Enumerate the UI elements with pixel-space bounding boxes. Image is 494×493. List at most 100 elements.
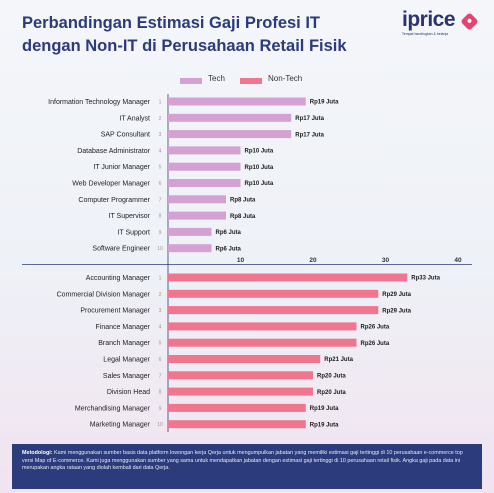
data-label: Rp29 Juta — [382, 292, 411, 298]
bar — [168, 289, 379, 298]
bar — [168, 179, 241, 187]
category-label: Merchandising Manager — [75, 405, 151, 412]
data-label: Rp19 Juta — [310, 100, 339, 106]
category-label: IT Analyst — [119, 115, 150, 122]
bar — [168, 273, 408, 282]
bar — [168, 211, 226, 220]
rank-label: 2 — [159, 116, 162, 122]
rank-label: 1 — [159, 100, 162, 106]
bar — [168, 338, 357, 347]
rank-label: 5 — [159, 341, 162, 347]
x-tick-label: 40 — [454, 257, 462, 264]
bar — [168, 113, 292, 122]
methodology-label: Metodologi: — [22, 450, 53, 456]
category-label: Branch Manager — [98, 340, 150, 347]
data-label: Rp21 Juta — [324, 357, 353, 363]
rank-label: 4 — [159, 324, 162, 330]
rank-label: 7 — [159, 373, 162, 379]
data-label: Rp19 Juta — [310, 422, 339, 428]
chart-title-line-1: Perbandingan Estimasi Gaji Profesi IT — [22, 14, 320, 32]
category-label: Database Administrator — [77, 148, 150, 155]
data-label: Rp29 Juta — [382, 308, 411, 314]
rank-label: 6 — [159, 357, 162, 363]
rank-label: 7 — [159, 197, 162, 203]
category-label: Software Engineer — [92, 246, 150, 253]
data-label: Rp6 Juta — [216, 230, 242, 236]
data-label: Rp20 Juta — [317, 374, 346, 380]
category-label: IT Support — [117, 229, 150, 236]
x-tick-label: 20 — [309, 257, 317, 264]
data-label: Rp6 Juta — [216, 246, 242, 252]
data-label: Rp8 Juta — [230, 198, 256, 204]
x-tick-label: 10 — [237, 257, 245, 264]
category-label: IT Supervisor — [109, 213, 151, 220]
rank-label: 10 — [157, 422, 163, 428]
rank-label: 10 — [157, 246, 163, 252]
data-label: Rp33 Juta — [411, 276, 440, 282]
category-label: Web Developer Manager — [72, 181, 150, 188]
bar — [168, 146, 241, 155]
chart-title-line-2: dengan Non-IT di Perusahaan Retail Fisik — [22, 37, 347, 55]
x-tick-label: 30 — [382, 257, 390, 264]
chart-title: Perbandingan Estimasi Gaji Profesi IT de… — [22, 12, 382, 58]
bar — [168, 355, 321, 363]
data-label: Rp17 Juta — [295, 132, 324, 138]
rank-label: 9 — [159, 406, 162, 412]
logo-text: iprice — [402, 8, 456, 31]
chart-legend: Tech Non-Tech — [0, 74, 494, 88]
methodology-body: Kami menggunakan sumber basis data platf… — [22, 450, 463, 472]
iprice-logo: iprice Tempat bandingkan & belanja — [402, 8, 479, 36]
methodology-footer: Metodologi: Kami menggunakan sumber basi… — [12, 444, 482, 489]
rank-label: 8 — [159, 390, 162, 396]
legend-label-tech: Tech — [208, 74, 225, 83]
bar — [168, 195, 226, 204]
header: Perbandingan Estimasi Gaji Profesi IT de… — [0, 0, 494, 80]
category-label: SAP Consultant — [101, 132, 150, 139]
category-label: Commercial Division Manager — [57, 291, 151, 298]
rank-label: 3 — [159, 308, 162, 314]
bar — [168, 371, 313, 380]
bar — [168, 97, 306, 106]
bar — [168, 387, 313, 396]
category-label: Marketing Manager — [90, 422, 151, 429]
data-label: Rp10 Juta — [245, 181, 274, 187]
bar — [168, 306, 379, 315]
rank-label: 6 — [159, 181, 162, 187]
category-label: Procurement Manager — [80, 308, 150, 315]
data-label: Rp19 Juta — [310, 406, 339, 412]
category-label: Finance Manager — [96, 324, 151, 331]
legend-label-non-tech: Non-Tech — [268, 74, 303, 83]
rank-label: 1 — [159, 276, 162, 282]
data-label: Rp26 Juta — [361, 325, 390, 331]
category-label: Division Head — [107, 389, 150, 396]
category-label: IT Junior Manager — [93, 164, 150, 171]
bar — [168, 420, 306, 429]
bar — [168, 162, 241, 171]
legend-swatch-tech — [180, 78, 202, 84]
category-label: Sales Manager — [103, 373, 151, 380]
category-label: Accounting Manager — [86, 275, 151, 282]
category-label: Legal Manager — [103, 357, 150, 364]
bar — [168, 227, 212, 236]
data-label: Rp8 Juta — [230, 214, 256, 220]
bar — [168, 244, 212, 253]
bar — [168, 130, 292, 139]
legend-swatch-non-tech — [240, 78, 262, 84]
data-label: Rp26 Juta — [361, 341, 390, 347]
data-label: Rp17 Juta — [295, 116, 324, 122]
bar — [168, 322, 357, 331]
methodology-text: Metodologi: Kami menggunakan sumber basi… — [22, 450, 474, 473]
data-label: Rp20 Juta — [317, 390, 346, 396]
rank-label: 2 — [159, 292, 162, 298]
salary-bar-chart: 10 20 30 40 Information Technology Manager 1 R… — [22, 94, 472, 432]
rank-label: 4 — [159, 148, 162, 154]
data-label: Rp10 Juta — [245, 149, 274, 155]
data-label: Rp10 Juta — [245, 165, 274, 171]
category-label: Computer Programmer — [78, 197, 150, 204]
logo-tagline: Tempat bandingkan & belanja — [402, 32, 449, 36]
rank-label: 8 — [159, 214, 162, 220]
category-label: Information Technology Manager — [48, 99, 150, 106]
rank-label: 9 — [159, 230, 162, 236]
rank-label: 5 — [159, 165, 162, 171]
bar — [168, 403, 306, 412]
